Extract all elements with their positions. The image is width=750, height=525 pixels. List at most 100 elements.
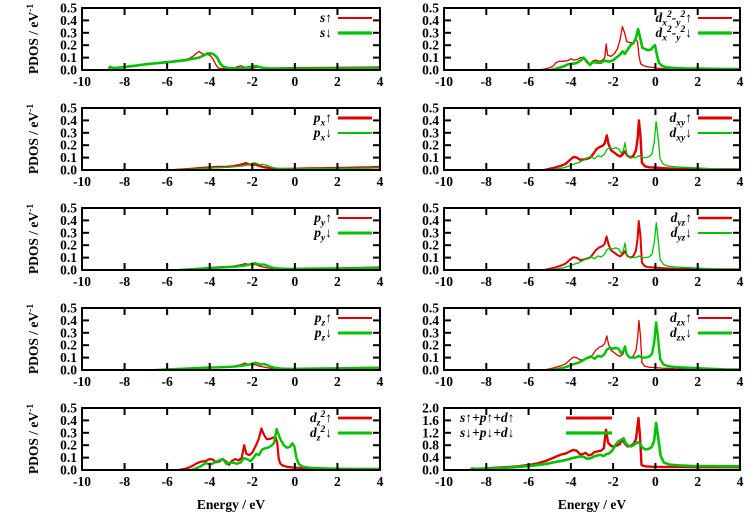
y-tick-label: 0.1 (422, 350, 439, 365)
x-axis-title: Energy / eV (558, 497, 626, 512)
x-ticks: -10 -8 -6 -4 -2 0 2 4 (435, 209, 744, 289)
legend-entry-down: dx2-y2↓ (656, 25, 732, 44)
label-segment: d (670, 310, 677, 325)
label-segment: yz (676, 234, 685, 244)
y-tick-label: 0.0 (60, 63, 77, 78)
x-tick-label: -2 (608, 474, 619, 489)
label-segment: d (501, 410, 508, 425)
x-tick-label: -2 (608, 74, 619, 89)
legend-entry-down: pz↓ (314, 325, 372, 344)
label-segment: xy (675, 119, 686, 129)
x-tick-label: -10 (435, 474, 453, 489)
y-tick-label: 2.0 (422, 401, 439, 416)
y-tick-label: 0.5 (60, 101, 77, 116)
legend-label-down: pz↓ (314, 325, 332, 344)
y-tick-label: 0.3 (60, 125, 77, 140)
legend-entry-down: s↓ (319, 25, 372, 40)
label-segment: p (313, 110, 321, 125)
x-tick-label: -2 (247, 74, 258, 89)
y-tick-label: 0.3 (422, 325, 439, 340)
label-segment: 2 (680, 10, 686, 20)
label-segment: PDOS / eV (26, 12, 41, 74)
y-tick-label: 0.0 (60, 463, 77, 478)
curve-down (107, 51, 380, 70)
label-segment: s (459, 410, 465, 425)
label-segment: y (320, 219, 326, 229)
x-tick-label: 4 (737, 174, 744, 189)
x-tick-label: 4 (737, 274, 744, 289)
x-ticks: -10 -8 -6 -4 -2 0 2 4 (435, 9, 744, 89)
legend-entry-down: py↓ (313, 225, 372, 244)
y-tick-label: 0.1 (422, 50, 439, 65)
legend-entry-up: dxy↑ (670, 110, 732, 129)
plot-border (443, 207, 741, 271)
label-segment: 2 (320, 425, 326, 435)
label-segment: -1 (26, 404, 36, 412)
curves (177, 427, 380, 470)
legend-entry-down: dzx↓ (670, 325, 732, 344)
x-ticks: -10 -8 -6 -4 -2 0 2 4 (73, 409, 384, 489)
label-segment: s (459, 425, 465, 440)
legend-label-up: py↑ (313, 210, 332, 229)
y-axis-title: PDOS / eV-1 (26, 4, 41, 74)
y-tick-label: 0.2 (422, 238, 439, 253)
curves (543, 119, 740, 170)
y-tick-label: 0.0 (422, 263, 439, 278)
label-segment: s (319, 25, 325, 40)
label-segment: PDOS / eV (26, 412, 41, 474)
legend: dxy↑dxy↓ (670, 110, 732, 144)
y-tick-label: 0.3 (422, 225, 439, 240)
x-tick-label: -6 (523, 274, 534, 289)
x-tick-label: -6 (162, 174, 173, 189)
legend-label-down: dx2-y2↓ (656, 25, 692, 44)
y-tick-label: 1.2 (422, 425, 439, 440)
x-ticks: -10 -8 -6 -4 -2 0 2 4 (73, 109, 384, 189)
y-ticks: 0.00.10.20.30.40.5 (60, 401, 379, 478)
y-tick-label: 0.8 (422, 438, 439, 453)
x-tick-label: -2 (608, 174, 619, 189)
legend-entry-up: s↑+p↑+d↑ (459, 410, 612, 425)
curves (175, 262, 380, 270)
x-tick-label: 0 (652, 274, 659, 289)
x-tick-label: 4 (737, 374, 744, 389)
legend-label-down: dxy↓ (670, 125, 692, 144)
legend-entry-up: px↑ (313, 110, 372, 129)
curve-down (179, 162, 380, 170)
plot-border (81, 207, 381, 271)
label-segment: z (316, 419, 321, 429)
label-segment: d (656, 10, 663, 25)
curves (539, 25, 740, 70)
label-segment: -1 (26, 204, 36, 212)
legend-label-up: s↑+p↑+d↑ (459, 410, 514, 425)
y-tick-label: 0.0 (60, 363, 77, 378)
y-tick-label: 0.1 (422, 250, 439, 265)
curves (174, 161, 380, 170)
x-tick-label: 4 (377, 74, 384, 89)
label-segment: 2 (680, 25, 686, 35)
y-tick-label: 0.1 (60, 250, 77, 265)
label-segment: ↓ (685, 325, 692, 340)
label-segment: p (313, 225, 321, 240)
curve-down (550, 120, 740, 170)
label-segment: Energy / eV (558, 497, 626, 512)
x-tick-label: -4 (565, 474, 576, 489)
label-segment: y (675, 34, 681, 44)
x-ticks: -10 -8 -6 -4 -2 0 2 4 (435, 409, 744, 489)
label-segment: 2 (320, 410, 326, 420)
y-tick-label: 0.2 (422, 338, 439, 353)
curve-down (550, 222, 740, 270)
y-tick-label: 0.4 (422, 13, 439, 28)
y-tick-label: 0.1 (60, 150, 77, 165)
x-tick-label: 2 (334, 174, 341, 189)
label-segment: PDOS / eV (26, 312, 41, 374)
y-tick-label: 0.3 (60, 325, 77, 340)
y-tick-label: 0.1 (60, 350, 77, 365)
plot-border (443, 107, 741, 171)
x-tick-label: 2 (694, 474, 701, 489)
x-tick-label: -8 (119, 74, 130, 89)
label-segment: zx (676, 319, 686, 329)
y-ticks: 0.00.10.20.30.40.5 (60, 1, 379, 78)
